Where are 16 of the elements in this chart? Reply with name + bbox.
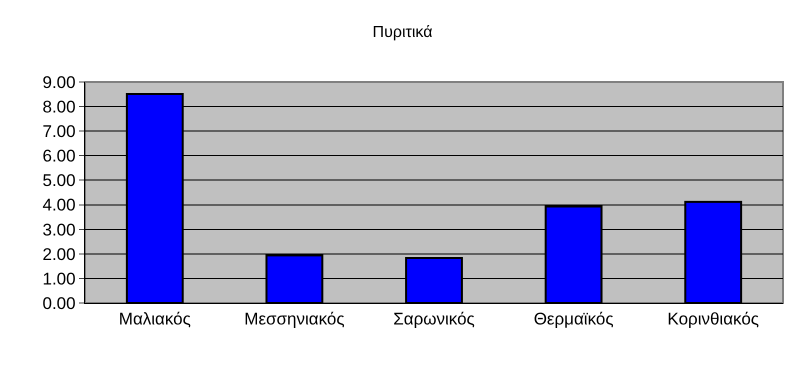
y-tick-label: 5.00 — [42, 171, 76, 190]
chart-title: Πυριτικά — [372, 24, 432, 41]
y-tick-label: 8.00 — [42, 98, 76, 117]
x-tick-label: Μαλιακός — [118, 309, 191, 328]
y-tick-label: 7.00 — [42, 122, 76, 142]
y-tick-label: 2.00 — [42, 244, 76, 264]
x-tick-label: Μεσσηνιακός — [244, 309, 345, 328]
y-tick-label: 0.00 — [42, 294, 76, 313]
y-tick-label: 4.00 — [42, 196, 76, 215]
x-tick-label: Σαρωνικός — [393, 309, 475, 328]
y-tick-label: 6.00 — [42, 146, 76, 166]
y-tick-label: 1.00 — [42, 269, 76, 288]
y-tick-label: 3.00 — [42, 220, 76, 240]
x-tick-label: Θερμαϊκός — [534, 309, 614, 328]
x-tick-label: Κορινθιακός — [667, 309, 759, 328]
y-tick-label: 9.00 — [42, 72, 76, 92]
